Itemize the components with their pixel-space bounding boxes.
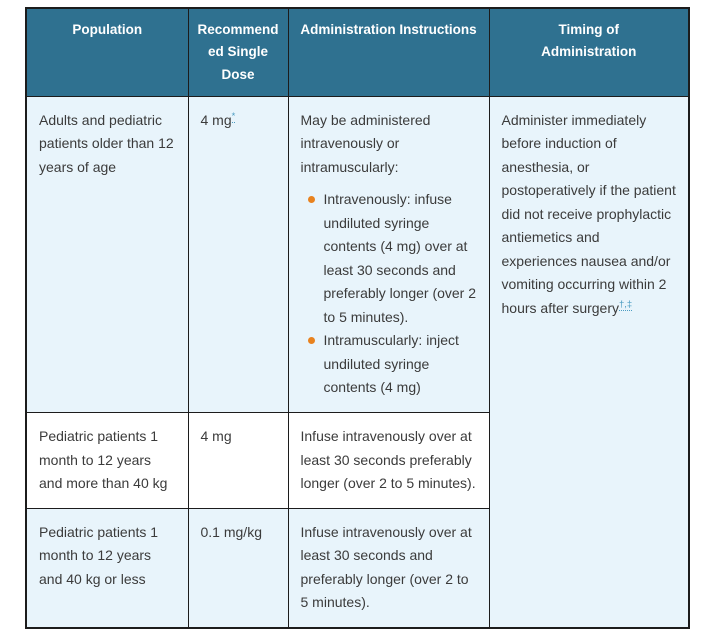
cell-instructions-peds-under40kg: Infuse intravenously over at least 30 se… xyxy=(287,507,490,629)
cell-timing: Administer immediately before induction … xyxy=(488,95,690,629)
footnote-link-asterisk[interactable]: * xyxy=(231,111,236,124)
table-row: Pediatric patients 1 month to 12 years a… xyxy=(25,507,689,629)
bullet-text-intramuscular: Intramuscularly: inject undiluted syring… xyxy=(323,332,459,396)
cell-population-peds-over40kg: Pediatric patients 1 month to 12 years a… xyxy=(25,411,189,509)
cell-population-peds-under40kg: Pediatric patients 1 month to 12 years a… xyxy=(25,507,189,629)
list-item: Intravenously: infuse undiluted syringe … xyxy=(301,188,477,329)
footnote-link-daggers[interactable]: †,‡ xyxy=(619,299,633,312)
bullet-icon xyxy=(307,337,315,345)
bullet-icon xyxy=(307,196,315,204)
dosing-table-container: Population Recommend ed Single Dose Admi… xyxy=(25,7,690,629)
dose-value: 4 mg xyxy=(200,111,232,128)
column-header-population: Population xyxy=(25,7,189,97)
instructions-bullet-list: Intravenously: infuse undiluted syringe … xyxy=(301,188,477,400)
instructions-intro: May be administered intravenously or int… xyxy=(300,111,431,175)
table-header-row: Population Recommend ed Single Dose Admi… xyxy=(25,7,690,97)
cell-instructions-peds-over40kg: Infuse intravenously over at least 30 se… xyxy=(287,411,490,509)
cell-dose-peds-under40kg: 0.1 mg/kg xyxy=(187,507,289,629)
cell-instructions-adults: May be administered intravenously or int… xyxy=(287,95,490,413)
bullet-text-intravenous: Intravenously: infuse undiluted syringe … xyxy=(323,191,477,325)
list-item: Intramuscularly: inject undiluted syring… xyxy=(301,329,477,400)
table-row: Pediatric patients 1 month to 12 years a… xyxy=(25,411,689,509)
cell-dose-adults: 4 mg* xyxy=(187,95,289,413)
cell-population-adults: Adults and pediatric patients older than… xyxy=(25,95,189,413)
column-header-dose: Recommend ed Single Dose xyxy=(187,7,289,97)
table-row: Adults and pediatric patients older than… xyxy=(25,95,690,629)
column-header-timing: Timing of Administration xyxy=(488,7,690,97)
column-header-instructions: Administration Instructions xyxy=(287,7,490,97)
dosing-table: Population Recommend ed Single Dose Admi… xyxy=(25,7,690,629)
cell-dose-peds-over40kg: 4 mg xyxy=(187,411,289,509)
timing-text: Administer immediately before induction … xyxy=(501,111,676,316)
